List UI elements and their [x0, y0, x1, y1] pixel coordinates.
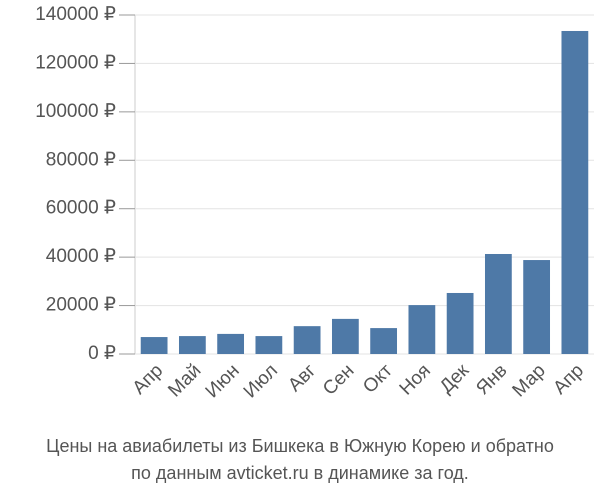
- x-tick-label: Авг: [284, 360, 320, 396]
- x-tick-label: Мар: [509, 360, 550, 401]
- y-tick-label: 140000 ₽: [35, 4, 116, 25]
- chart-title: Цены на авиабилеты из Бишкека в Южную Ко…: [46, 436, 554, 456]
- bar: [561, 30, 589, 355]
- x-tick-label: Ноя: [396, 360, 435, 399]
- y-tick-label: 80000 ₽: [46, 149, 116, 170]
- x-tick-label: Окт: [359, 360, 397, 398]
- x-tick-label: Апр: [549, 360, 588, 399]
- bar: [484, 253, 512, 354]
- x-tick-label: Сен: [319, 360, 358, 399]
- bar: [293, 326, 321, 354]
- x-tick-label: Июл: [240, 360, 282, 402]
- bar: [331, 318, 359, 354]
- y-tick-label: 120000 ₽: [35, 52, 116, 73]
- bar: [140, 337, 168, 354]
- bar: [217, 333, 245, 354]
- x-tick-label: Июн: [202, 360, 244, 402]
- y-tick-label: 40000 ₽: [46, 246, 116, 267]
- chart-subtitle: по данным avticket.ru в динамике за год.: [131, 463, 469, 483]
- y-tick-label: 60000 ₽: [46, 198, 116, 219]
- bar: [446, 292, 474, 354]
- bar: [255, 336, 283, 354]
- bar: [178, 336, 206, 354]
- x-tick-label: Апр: [129, 360, 168, 399]
- x-tick-label: Янв: [472, 360, 511, 399]
- x-tick-label: Дек: [436, 360, 474, 398]
- y-tick-label: 100000 ₽: [35, 101, 116, 122]
- bar: [523, 260, 551, 354]
- x-tick-label: Май: [164, 360, 205, 401]
- y-tick-label: 0 ₽: [88, 343, 116, 364]
- bar: [408, 305, 436, 354]
- y-tick-label: 20000 ₽: [46, 295, 116, 316]
- bar: [370, 328, 398, 354]
